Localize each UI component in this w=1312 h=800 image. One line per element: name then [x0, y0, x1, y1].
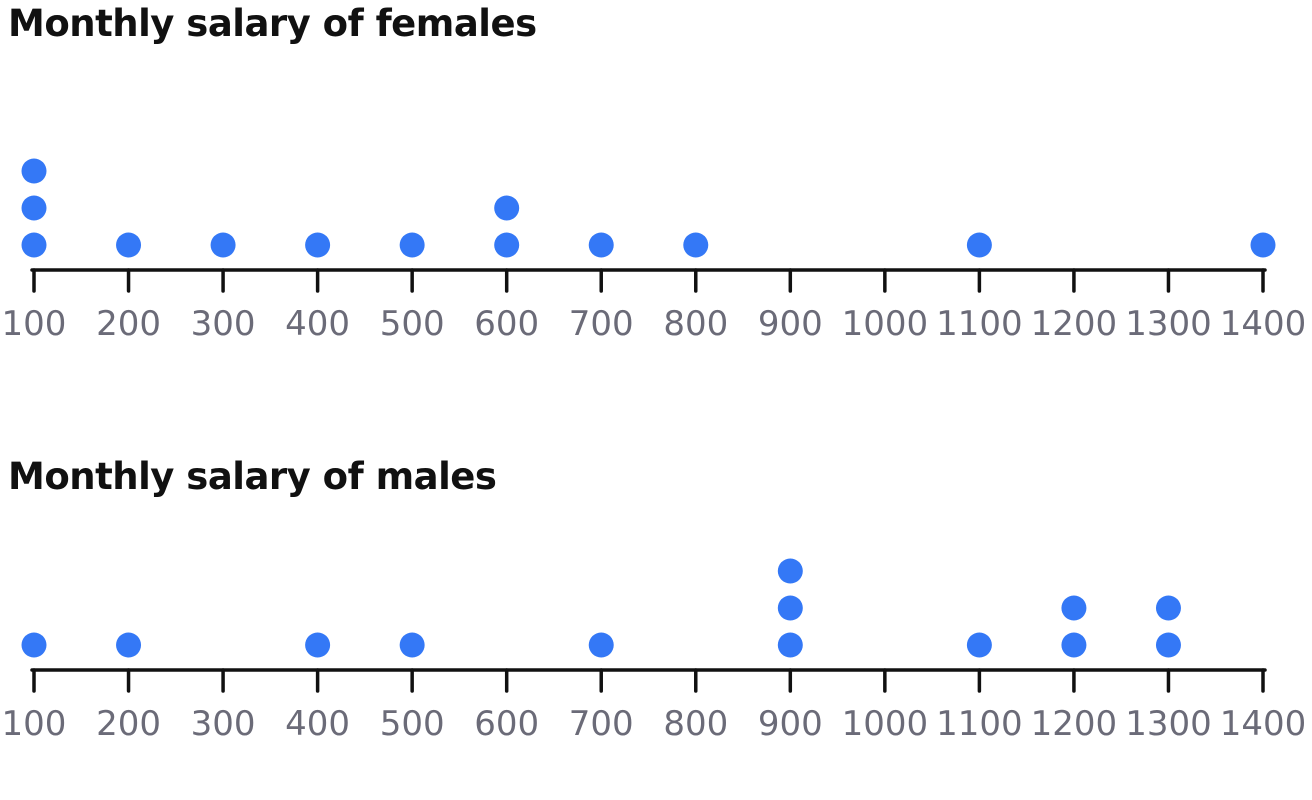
dot-females-100-2 [21, 195, 47, 221]
tick-label-males-500: 500 [380, 704, 445, 744]
tick-label-males-900: 900 [758, 704, 823, 744]
dot-males-1200-2 [1061, 595, 1087, 621]
tick-label-males-1000: 1000 [842, 704, 929, 744]
dot-females-600-1 [494, 232, 520, 258]
dot-males-700-1 [588, 632, 614, 658]
tick-label-females-100: 100 [2, 304, 67, 344]
dot-females-700-1 [588, 232, 614, 258]
dot-males-1300-1 [1155, 632, 1181, 658]
tick-label-males-1100: 1100 [936, 704, 1023, 744]
dot-females-500-1 [399, 232, 425, 258]
dot-males-200-1 [116, 632, 142, 658]
dot-males-400-1 [305, 632, 331, 658]
dot-females-200-1 [116, 232, 142, 258]
tick-label-females-300: 300 [191, 304, 256, 344]
dot-males-1300-2 [1155, 595, 1181, 621]
tick-label-males-600: 600 [474, 704, 539, 744]
dot-males-1100-1 [966, 632, 992, 658]
dot-males-900-1 [777, 632, 803, 658]
dot-males-1200-1 [1061, 632, 1087, 658]
tick-label-males-200: 200 [96, 704, 161, 744]
tick-label-males-1300: 1300 [1125, 704, 1212, 744]
dot-females-100-1 [21, 232, 47, 258]
dot-males-900-2 [777, 595, 803, 621]
tick-label-females-500: 500 [380, 304, 445, 344]
dot-females-600-2 [494, 195, 520, 221]
tick-label-males-400: 400 [285, 704, 350, 744]
dot-females-1100-1 [966, 232, 992, 258]
chart-title-females: Monthly salary of females [8, 2, 537, 45]
dot-plot-females: 100 200 300 400 500 600 700 800 900 1000 1100 1200 1… [2, 158, 1307, 344]
chart-title-males: Monthly salary of males [8, 455, 497, 498]
tick-label-males-100: 100 [2, 704, 67, 744]
tick-label-males-800: 800 [663, 704, 728, 744]
tick-label-females-1400: 1400 [1220, 304, 1307, 344]
tick-label-males-1400: 1400 [1220, 704, 1307, 744]
dot-females-1400-1 [1250, 232, 1276, 258]
tick-label-males-1200: 1200 [1031, 704, 1118, 744]
dot-males-100-1 [21, 632, 47, 658]
tick-label-females-1000: 1000 [842, 304, 929, 344]
tick-label-males-300: 300 [191, 704, 256, 744]
tick-label-males-700: 700 [569, 704, 634, 744]
tick-label-females-200: 200 [96, 304, 161, 344]
dot-males-900-3 [777, 558, 803, 584]
tick-label-females-1200: 1200 [1031, 304, 1118, 344]
tick-label-females-700: 700 [569, 304, 634, 344]
dot-females-300-1 [210, 232, 236, 258]
tick-label-females-400: 400 [285, 304, 350, 344]
tick-label-females-900: 900 [758, 304, 823, 344]
dot-plot-males: 100 200 300 400 500 600 700 800 900 1000 1100 1200 1… [2, 558, 1307, 744]
tick-label-females-600: 600 [474, 304, 539, 344]
tick-label-females-1300: 1300 [1125, 304, 1212, 344]
dot-females-400-1 [305, 232, 331, 258]
tick-label-females-800: 800 [663, 304, 728, 344]
dot-females-800-1 [683, 232, 709, 258]
dot-males-500-1 [399, 632, 425, 658]
dot-females-100-3 [21, 158, 47, 184]
tick-label-females-1100: 1100 [936, 304, 1023, 344]
